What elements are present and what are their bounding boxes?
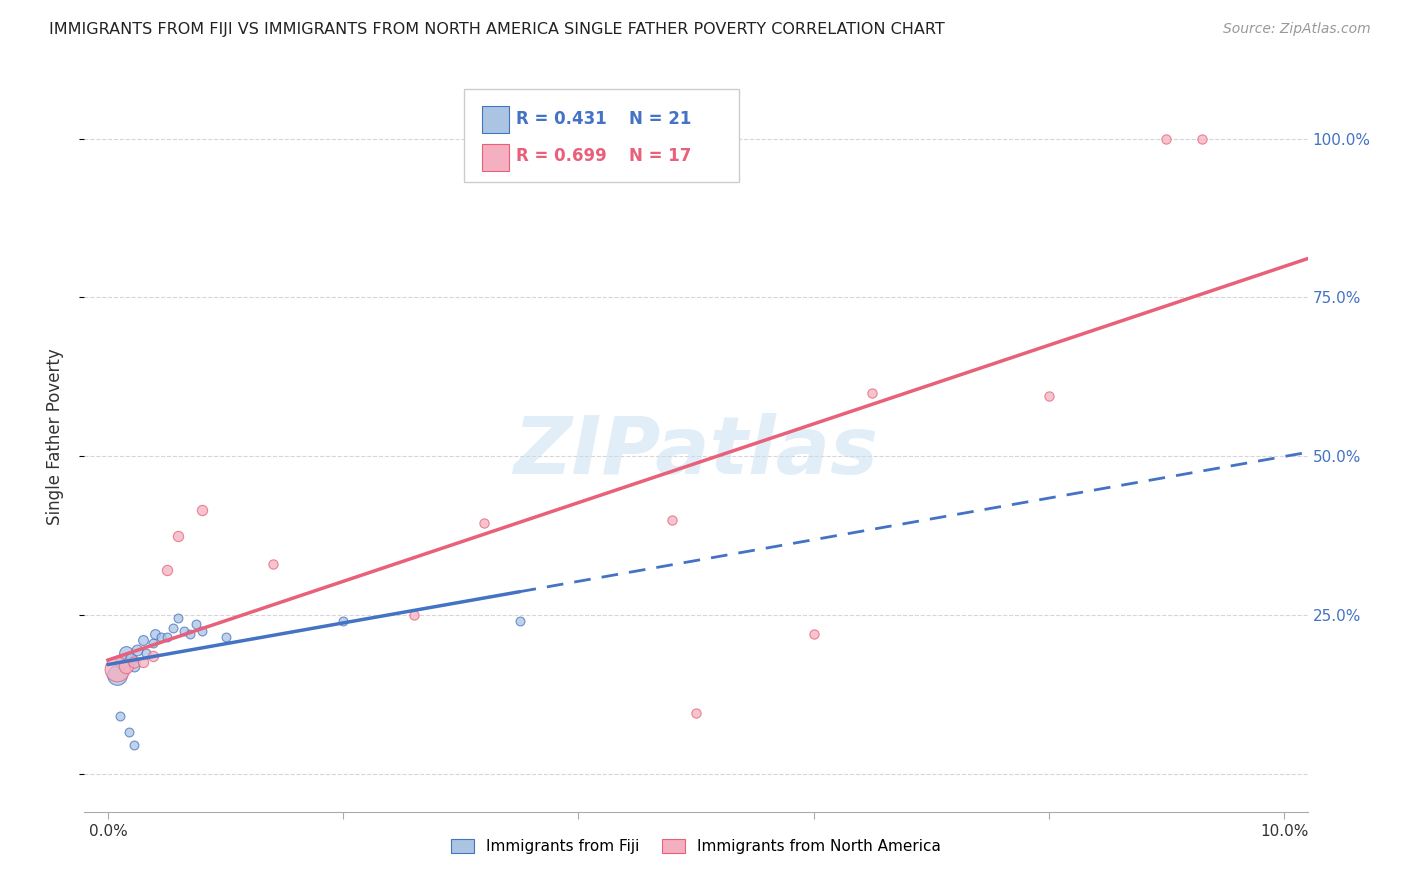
Point (262, 557, 284, 571)
Point (173, 624, 195, 638)
Text: Source: ZipAtlas.com: Source: ZipAtlas.com (1223, 22, 1371, 37)
Text: N = 21: N = 21 (628, 111, 692, 128)
Point (149, 630, 172, 644)
Point (111, 656, 134, 670)
Point (191, 503, 214, 517)
Point (122, 656, 145, 670)
Point (142, 649, 165, 664)
FancyBboxPatch shape (464, 88, 738, 182)
Point (167, 611, 190, 625)
Point (803, 627, 825, 641)
Point (132, 656, 155, 670)
Point (472, 516, 495, 530)
Point (1191, 131, 1213, 145)
Bar (482, 106, 509, 134)
Point (105, 668, 128, 682)
Point (114, 646, 136, 660)
Point (685, 706, 707, 721)
Point (108, 709, 131, 723)
Point (162, 621, 184, 635)
Point (179, 627, 201, 641)
Point (402, 607, 425, 622)
Text: R = 0.699: R = 0.699 (516, 147, 607, 165)
Point (509, 614, 531, 628)
Legend: Immigrants from Fiji, Immigrants from North America: Immigrants from Fiji, Immigrants from No… (444, 833, 948, 860)
Point (114, 658, 136, 673)
Text: N = 17: N = 17 (628, 147, 692, 165)
Y-axis label: Single Father Poverty: Single Father Poverty (45, 349, 63, 525)
Bar (482, 144, 509, 170)
Point (105, 662, 128, 676)
Point (127, 642, 149, 657)
Point (156, 630, 179, 644)
Text: IMMIGRANTS FROM FIJI VS IMMIGRANTS FROM NORTH AMERICA SINGLE FATHER POVERTY CORR: IMMIGRANTS FROM FIJI VS IMMIGRANTS FROM … (49, 22, 945, 37)
Point (135, 646, 157, 660)
Point (661, 513, 683, 527)
Point (214, 630, 236, 644)
Text: ZIPatlas: ZIPatlas (513, 413, 879, 491)
Point (122, 738, 145, 752)
Text: R = 0.431: R = 0.431 (516, 111, 607, 128)
Point (122, 658, 145, 673)
Point (118, 725, 141, 739)
Point (860, 385, 883, 400)
Point (143, 627, 166, 641)
Point (184, 617, 207, 632)
Point (1156, 131, 1178, 145)
Point (1038, 389, 1060, 403)
Point (156, 563, 179, 577)
Point (132, 633, 155, 648)
Point (142, 636, 165, 650)
Point (120, 652, 142, 666)
Point (332, 614, 354, 628)
Point (167, 528, 190, 542)
Point (191, 624, 214, 638)
